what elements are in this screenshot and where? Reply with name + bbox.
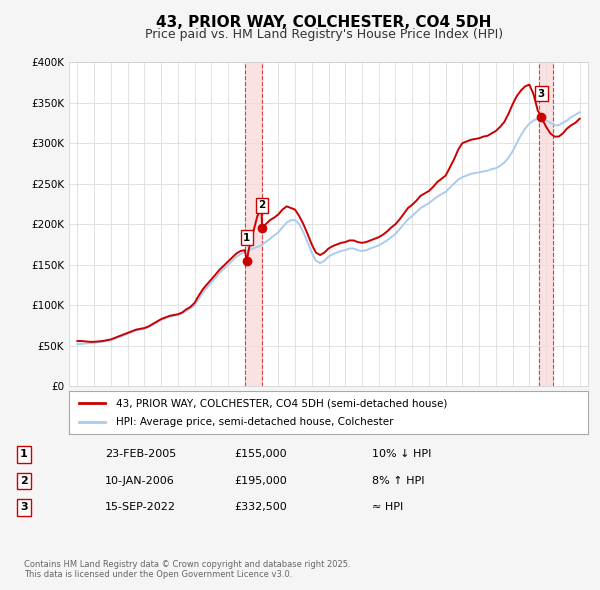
Text: 8% ↑ HPI: 8% ↑ HPI — [372, 476, 425, 486]
Text: 43, PRIOR WAY, COLCHESTER, CO4 5DH (semi-detached house): 43, PRIOR WAY, COLCHESTER, CO4 5DH (semi… — [116, 398, 447, 408]
Text: £155,000: £155,000 — [234, 450, 287, 459]
Text: 23-FEB-2005: 23-FEB-2005 — [105, 450, 176, 459]
Text: HPI: Average price, semi-detached house, Colchester: HPI: Average price, semi-detached house,… — [116, 417, 393, 427]
Text: £195,000: £195,000 — [234, 476, 287, 486]
Text: ≈ HPI: ≈ HPI — [372, 503, 403, 512]
Text: Contains HM Land Registry data © Crown copyright and database right 2025.
This d: Contains HM Land Registry data © Crown c… — [24, 560, 350, 579]
Text: 10-JAN-2006: 10-JAN-2006 — [105, 476, 175, 486]
Text: 10% ↓ HPI: 10% ↓ HPI — [372, 450, 431, 459]
Text: £332,500: £332,500 — [234, 503, 287, 512]
Text: 3: 3 — [20, 503, 28, 512]
Text: 2: 2 — [259, 201, 266, 211]
Text: 2: 2 — [20, 476, 28, 486]
Text: Price paid vs. HM Land Registry's House Price Index (HPI): Price paid vs. HM Land Registry's House … — [145, 28, 503, 41]
Text: 1: 1 — [243, 233, 250, 243]
Bar — [539, 62, 553, 386]
Text: 15-SEP-2022: 15-SEP-2022 — [105, 503, 176, 512]
Text: 3: 3 — [538, 89, 545, 99]
Bar — [245, 62, 262, 386]
Text: 1: 1 — [20, 450, 28, 459]
Text: 43, PRIOR WAY, COLCHESTER, CO4 5DH: 43, PRIOR WAY, COLCHESTER, CO4 5DH — [157, 15, 491, 30]
